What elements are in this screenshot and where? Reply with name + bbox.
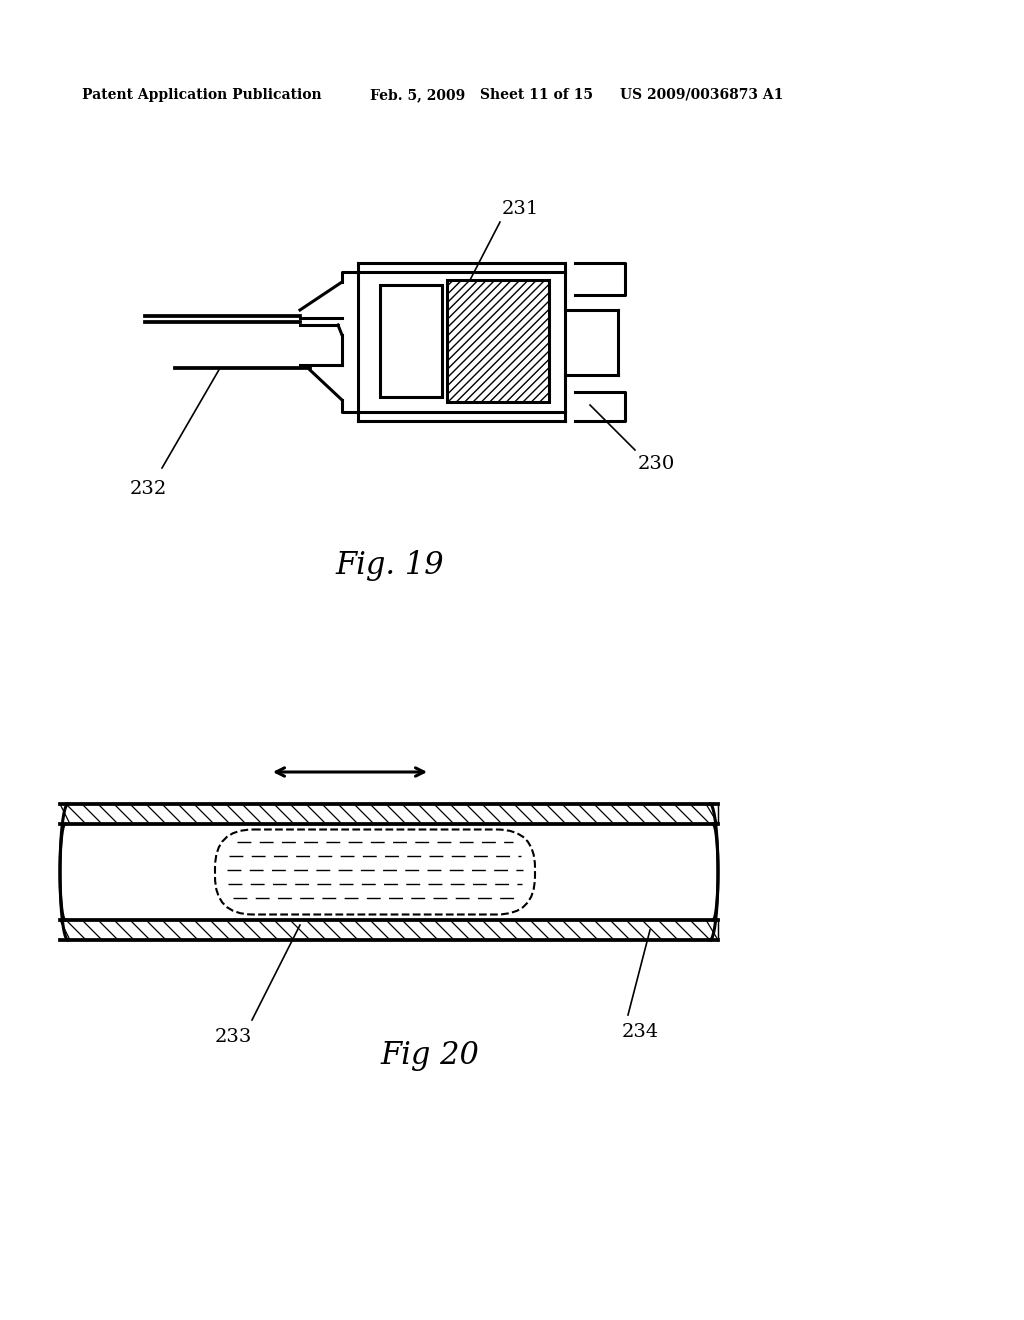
- Text: Sheet 11 of 15: Sheet 11 of 15: [480, 88, 593, 102]
- Text: 232: 232: [130, 480, 167, 498]
- Text: US 2009/0036873 A1: US 2009/0036873 A1: [620, 88, 783, 102]
- Text: Patent Application Publication: Patent Application Publication: [82, 88, 322, 102]
- Bar: [447, 280, 549, 403]
- FancyBboxPatch shape: [215, 829, 535, 915]
- Text: Fig 20: Fig 20: [381, 1040, 479, 1071]
- Text: Fig. 19: Fig. 19: [336, 550, 444, 581]
- Bar: [60, 920, 718, 940]
- Text: 230: 230: [638, 455, 675, 473]
- Text: 231: 231: [502, 201, 540, 218]
- Bar: [380, 285, 442, 397]
- Text: 234: 234: [622, 1023, 659, 1041]
- Text: Feb. 5, 2009: Feb. 5, 2009: [370, 88, 465, 102]
- Text: 233: 233: [215, 1028, 252, 1045]
- Bar: [60, 804, 718, 824]
- Bar: [60, 824, 718, 920]
